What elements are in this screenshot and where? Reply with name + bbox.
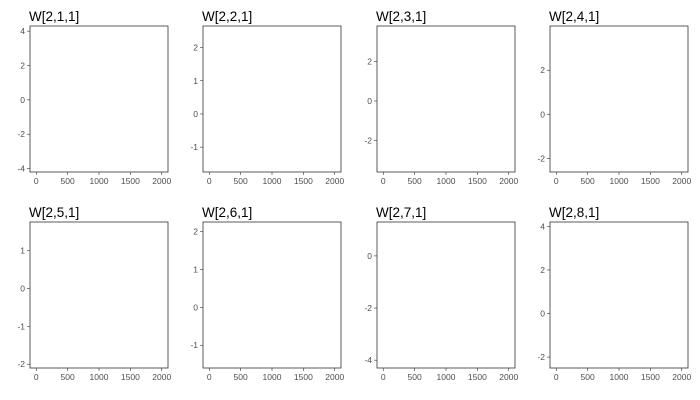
- y-tick-label: -1: [17, 321, 25, 331]
- panel-title: W[2,3,1]: [376, 9, 426, 24]
- x-tick-label: 1000: [90, 372, 109, 382]
- panel-5: W[2,5,1] 0 500 1000 1500 2000 -2 -1 0 1: [17, 205, 171, 382]
- y-tick-label: 0: [367, 96, 372, 106]
- y-tick-label: 0: [20, 283, 25, 293]
- y-tick-label: -2: [364, 303, 372, 313]
- panel-4: W[2,4,1] 0 500 1000 1500 2000 -2 0 2: [537, 9, 691, 186]
- x-tick-label: 1000: [610, 176, 629, 186]
- x-tick-label: 2000: [672, 372, 691, 382]
- x-tick-label: 1000: [263, 176, 282, 186]
- y-tick-label: 0: [367, 251, 372, 261]
- panel-6: W[2,6,1] 0 500 1000 1500 2000 -1 0 1 2: [190, 205, 344, 382]
- x-tick-label: 500: [61, 176, 75, 186]
- panel-7: W[2,7,1] 0 500 1000 1500 2000 -4 -2 0: [364, 205, 518, 382]
- x-tick-label: 0: [554, 372, 559, 382]
- x-tick-label: 2000: [325, 372, 344, 382]
- x-tick-label: 1500: [294, 176, 313, 186]
- x-tick-label: 2000: [152, 176, 171, 186]
- panel-title: W[2,1,1]: [29, 9, 79, 24]
- y-tick-label: 2: [193, 226, 198, 236]
- x-tick-label: 0: [207, 372, 212, 382]
- x-tick-label: 1000: [90, 176, 109, 186]
- x-tick-label: 1000: [610, 372, 629, 382]
- panel-title: W[2,5,1]: [29, 205, 79, 220]
- x-tick-label: 1500: [468, 372, 487, 382]
- x-tick-label: 1500: [121, 372, 140, 382]
- y-tick-label: -2: [537, 352, 545, 362]
- y-tick-label: -4: [17, 164, 25, 174]
- y-tick-label: 0: [20, 95, 25, 105]
- x-tick-label: 2000: [325, 176, 344, 186]
- y-tick-label: -1: [190, 142, 198, 152]
- panel-border: [376, 221, 516, 369]
- x-tick-label: 1000: [437, 372, 456, 382]
- panel-3: W[2,3,1] 0 500 1000 1500 2000 -2 0 2: [364, 9, 518, 186]
- panel-border: [549, 221, 689, 369]
- x-tick-label: 1000: [437, 176, 456, 186]
- y-tick-label: -4: [364, 355, 372, 365]
- x-tick-label: 1500: [641, 372, 660, 382]
- y-tick-label: 0: [540, 309, 545, 319]
- x-tick-label: 0: [554, 176, 559, 186]
- y-tick-label: 0: [540, 109, 545, 119]
- x-tick-label: 500: [61, 372, 75, 382]
- y-tick-label: 2: [193, 43, 198, 53]
- panel-title: W[2,2,1]: [202, 9, 252, 24]
- panel-border: [376, 25, 516, 173]
- x-tick-label: 0: [381, 372, 386, 382]
- y-tick-label: 4: [540, 221, 545, 231]
- x-tick-label: 1500: [468, 176, 487, 186]
- y-tick-label: -2: [537, 154, 545, 164]
- x-tick-label: 1000: [263, 372, 282, 382]
- y-tick-label: 2: [367, 57, 372, 67]
- y-tick-label: 1: [193, 264, 198, 274]
- x-tick-label: 500: [581, 372, 595, 382]
- x-tick-label: 500: [234, 176, 248, 186]
- x-tick-label: 500: [408, 176, 422, 186]
- x-tick-label: 0: [34, 372, 39, 382]
- x-tick-label: 2000: [499, 372, 518, 382]
- x-tick-label: 500: [234, 372, 248, 382]
- panel-1: W[2,1,1] 0 500 1000 1500 2000 -4 -2 0 2 4: [17, 9, 171, 186]
- y-tick-label: -2: [17, 359, 25, 369]
- panel-8: W[2,8,1] 0 500 1000 1500 2000 -2 0 2 4: [537, 205, 691, 382]
- x-tick-label: 0: [34, 176, 39, 186]
- y-tick-label: 4: [20, 26, 25, 36]
- panel-title: W[2,4,1]: [549, 9, 599, 24]
- panel-border: [29, 25, 169, 173]
- y-tick-label: 0: [193, 109, 198, 119]
- y-tick-label: -1: [190, 340, 198, 350]
- y-tick-label: 2: [540, 65, 545, 75]
- x-tick-label: 500: [408, 372, 422, 382]
- x-tick-label: 0: [381, 176, 386, 186]
- panel-border: [549, 25, 689, 173]
- x-tick-label: 500: [581, 176, 595, 186]
- panel-2: W[2,2,1] 0 500 1000 1500 2000 -1 0 1 2: [190, 9, 344, 186]
- x-tick-label: 1500: [641, 176, 660, 186]
- panel-title: W[2,8,1]: [549, 205, 599, 220]
- x-tick-label: 2000: [672, 176, 691, 186]
- y-tick-label: 1: [20, 245, 25, 255]
- x-tick-label: 0: [207, 176, 212, 186]
- x-tick-label: 2000: [499, 176, 518, 186]
- panel-border: [202, 25, 342, 173]
- x-tick-label: 1500: [121, 176, 140, 186]
- y-tick-label: 0: [193, 302, 198, 312]
- panel-title: W[2,6,1]: [202, 205, 252, 220]
- panel-border: [29, 221, 169, 369]
- panel-border: [202, 221, 342, 369]
- x-tick-label: 1500: [294, 372, 313, 382]
- y-tick-label: 2: [540, 265, 545, 275]
- y-tick-label: -2: [17, 129, 25, 139]
- y-tick-label: -2: [364, 135, 372, 145]
- y-tick-label: 1: [193, 76, 198, 86]
- panel-title: W[2,7,1]: [376, 205, 426, 220]
- y-tick-label: 2: [20, 61, 25, 71]
- x-tick-label: 2000: [152, 372, 171, 382]
